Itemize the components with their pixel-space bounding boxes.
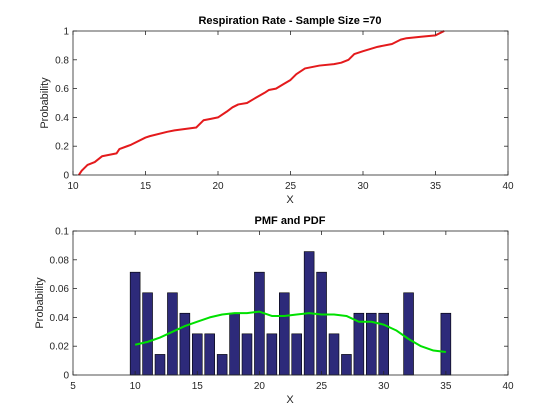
- pmf-bar: [217, 354, 227, 375]
- cdf-xlabel: X: [286, 194, 294, 206]
- cdf-xtick-label: 30: [357, 181, 369, 192]
- pmf-xtick-label: 40: [502, 381, 514, 392]
- cdf-xtick-label: 25: [285, 181, 297, 192]
- pmf-bar: [267, 334, 277, 375]
- pmf-ylabel: Probability: [34, 277, 46, 329]
- pmf-bar: [441, 313, 451, 375]
- cdf-xtick-label: 35: [430, 181, 442, 192]
- cdf-xtick-label: 20: [212, 181, 224, 192]
- pmf-bar: [130, 272, 140, 375]
- cdf-xtick-label: 10: [67, 181, 79, 192]
- pmf-xtick-label: 10: [130, 381, 142, 392]
- pmf-bar: [155, 354, 165, 375]
- pmf-xtick-label: 20: [254, 381, 266, 392]
- pmf-ytick-label: 0.02: [50, 342, 70, 353]
- cdf-ytick-label: 0.2: [55, 142, 69, 153]
- cdf-xtick-label: 40: [502, 181, 514, 192]
- pmf-bar: [192, 334, 202, 375]
- pmf-xtick-label: 30: [378, 381, 390, 392]
- cdf-ytick-label: 0.8: [55, 55, 69, 66]
- pmf-bar: [329, 334, 339, 375]
- pmf-bar: [317, 272, 327, 375]
- cdf-ytick-label: 1: [63, 27, 69, 38]
- pmf-xlabel: X: [286, 394, 294, 406]
- pmf-bar: [205, 334, 215, 375]
- pmf-xtick-label: 35: [440, 381, 452, 392]
- cdf-title: Respiration Rate - Sample Size =70: [198, 15, 381, 27]
- pmf-ytick-label: 0.04: [50, 313, 70, 324]
- cdf-axes-area: [73, 31, 508, 175]
- pmf-xtick-label: 5: [70, 381, 76, 392]
- pmf-bar: [143, 293, 153, 375]
- pmf-bar: [180, 313, 190, 375]
- pmf-bar: [279, 293, 289, 375]
- pmf-ytick-label: 0.1: [55, 227, 69, 238]
- cdf-ylabel: Probability: [39, 77, 51, 129]
- pmf-bar: [341, 354, 351, 375]
- pmf-bar: [379, 313, 389, 375]
- cdf-ytick-label: 0: [63, 171, 69, 182]
- pmf-xtick-label: 25: [316, 381, 328, 392]
- cdf-ytick-label: 0.6: [55, 84, 69, 95]
- pmf-bar: [404, 293, 414, 375]
- pmf-bar: [292, 334, 302, 375]
- cdf-ytick-label: 0.4: [55, 113, 69, 124]
- pmf-xtick-label: 15: [192, 381, 204, 392]
- pmf-ytick-label: 0.08: [50, 255, 70, 266]
- pmf-ytick-label: 0: [63, 371, 69, 382]
- pmf-bar: [230, 313, 240, 375]
- cdf-xtick-label: 15: [140, 181, 152, 192]
- pmf-bar: [254, 272, 264, 375]
- pmf-title: PMF and PDF: [255, 215, 326, 227]
- pmf-ytick-label: 0.06: [50, 284, 70, 295]
- pmf-bar: [242, 334, 252, 375]
